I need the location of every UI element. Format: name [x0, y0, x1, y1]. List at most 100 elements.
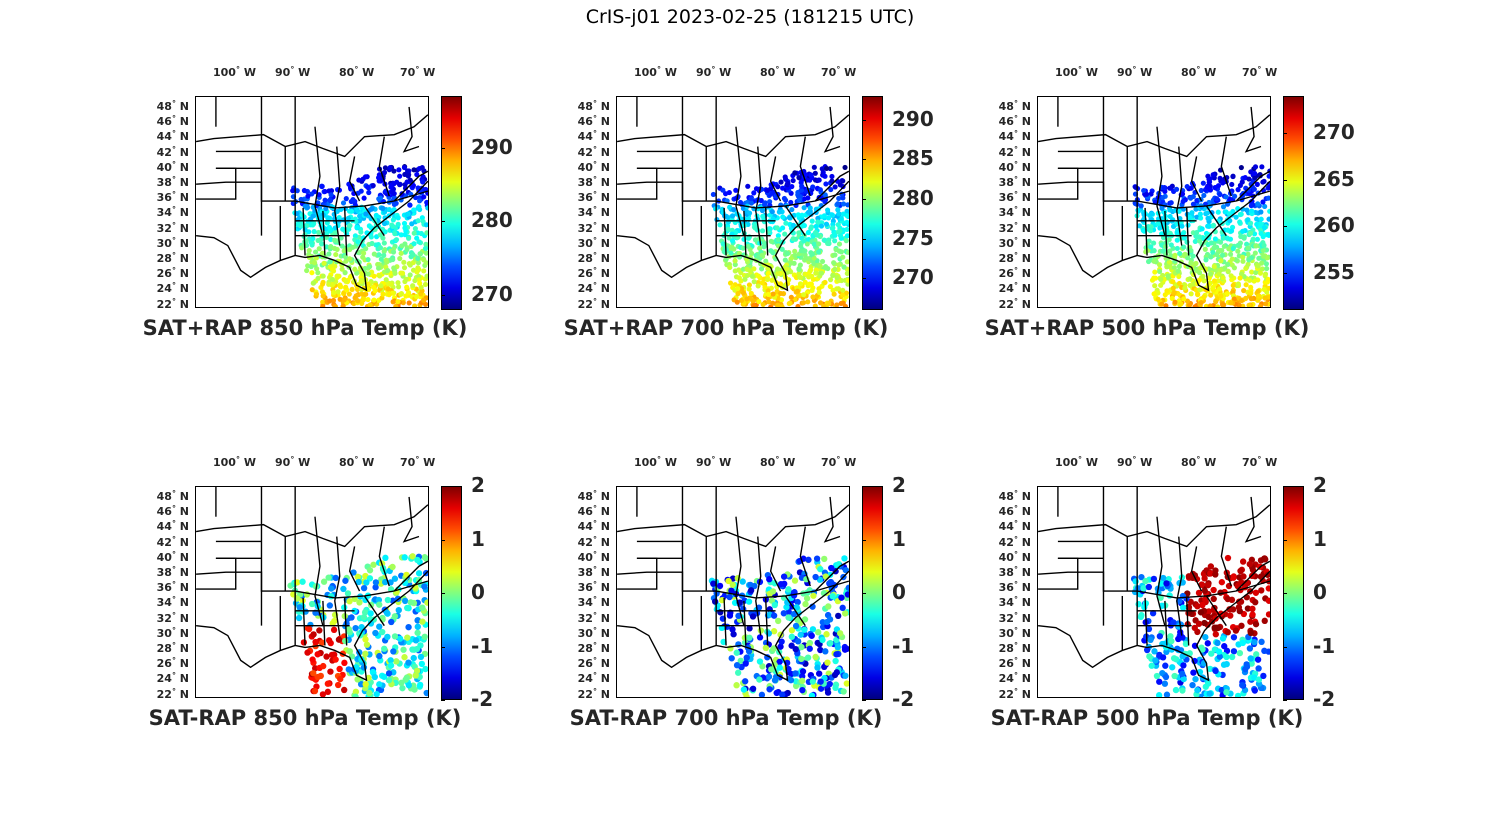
swath-point — [835, 201, 841, 207]
swath-point — [379, 628, 386, 636]
swath-point — [391, 168, 397, 174]
swath-point — [1159, 205, 1165, 211]
state-boundary-line — [617, 570, 849, 682]
lat-label: 46° N — [577, 504, 610, 519]
swath-point — [792, 248, 798, 254]
swath-point — [1253, 269, 1259, 276]
colorbar-tick-mark — [862, 593, 866, 594]
swath-point — [1167, 207, 1173, 213]
lat-label: 42° N — [998, 534, 1031, 549]
swath-point — [770, 300, 776, 306]
swath-point — [1210, 222, 1217, 228]
swath-point — [1266, 216, 1270, 222]
swath-point — [345, 215, 351, 221]
swath-point — [362, 265, 368, 272]
lon-label: 80° W — [760, 455, 796, 469]
state-boundary-line — [723, 597, 727, 646]
swath-point — [831, 230, 838, 236]
swath-point — [390, 249, 397, 255]
swath-point — [418, 660, 426, 668]
swath-point — [785, 180, 791, 186]
state-boundaries — [196, 97, 428, 292]
swath-point — [731, 206, 737, 213]
lon-label: 100° W — [1055, 65, 1098, 79]
swath-point — [809, 287, 815, 294]
swath-point — [373, 242, 379, 248]
swath-point — [1182, 640, 1190, 648]
swath-point — [1230, 282, 1236, 288]
swath-point — [1172, 252, 1178, 258]
swath-point — [786, 300, 792, 307]
swath-point — [320, 662, 327, 670]
swath-point — [1192, 304, 1198, 307]
swath-point — [1254, 216, 1260, 222]
swath-point — [844, 208, 849, 214]
map-panel-sat-rap-diff-500: 100° W 90° W 80° W 70° W 48° N 46° N 44° N 42° … — [967, 455, 1336, 746]
swath-point — [332, 303, 338, 307]
swath-point — [398, 679, 405, 687]
swath-point — [1228, 273, 1234, 279]
state-boundary-line — [617, 504, 849, 548]
swath-point — [1195, 589, 1203, 597]
lat-label: 26° N — [998, 266, 1031, 281]
swath-point — [1171, 290, 1177, 296]
swath-point — [1251, 687, 1259, 694]
swath-point — [1205, 608, 1213, 615]
lat-label: 38° N — [156, 565, 189, 579]
swath-point — [815, 629, 822, 636]
swath-point — [1228, 300, 1234, 306]
swath-point — [812, 573, 819, 581]
swath-point — [312, 249, 319, 255]
map-plot-area — [616, 486, 850, 698]
swath-point — [1211, 245, 1217, 251]
swath-point — [727, 280, 734, 286]
swath-point — [327, 228, 333, 234]
swath-point — [743, 693, 750, 697]
swath-point — [1176, 273, 1182, 280]
swath-point — [360, 176, 366, 182]
lon-label: 100° W — [1055, 455, 1098, 469]
swath-point — [1148, 224, 1154, 230]
swath-point — [355, 298, 361, 304]
state-boundary-line — [1144, 207, 1148, 256]
swath-point — [387, 164, 393, 171]
swath-point — [1257, 270, 1264, 276]
swath-point — [378, 283, 384, 289]
swath-point — [816, 241, 822, 247]
swath-point — [1147, 228, 1154, 234]
swath-point — [736, 250, 743, 256]
swath-point — [836, 262, 842, 268]
swath-point — [728, 250, 734, 256]
swath-point — [778, 290, 784, 297]
swath-point — [411, 167, 417, 173]
swath-point — [336, 665, 343, 673]
swath-point — [406, 261, 412, 267]
swath-point — [843, 238, 849, 244]
swath-point — [770, 645, 777, 652]
swath-point — [817, 646, 824, 654]
swath-point — [728, 655, 735, 662]
swath-point — [798, 655, 805, 663]
swath-point — [1197, 287, 1203, 293]
swath-point — [376, 623, 383, 630]
swath-point — [395, 215, 401, 221]
swath-point — [1138, 573, 1145, 581]
swath-point — [1257, 173, 1263, 179]
swath-point — [751, 190, 757, 196]
swath-point — [380, 205, 386, 212]
swath-point — [737, 657, 744, 664]
swath-point — [330, 626, 338, 634]
swath-point — [1220, 661, 1228, 668]
swath-point — [312, 260, 318, 266]
swath-point — [1239, 558, 1247, 565]
swath-point — [1223, 653, 1230, 661]
swath-point — [420, 218, 426, 225]
swath-point — [382, 554, 389, 561]
swath-point — [1202, 596, 1209, 603]
swath-point — [316, 246, 322, 252]
swath-point — [390, 217, 396, 223]
swath-point — [1182, 251, 1188, 257]
swath-point — [1190, 201, 1196, 207]
swath-point — [842, 164, 848, 171]
swath-point — [404, 246, 410, 253]
